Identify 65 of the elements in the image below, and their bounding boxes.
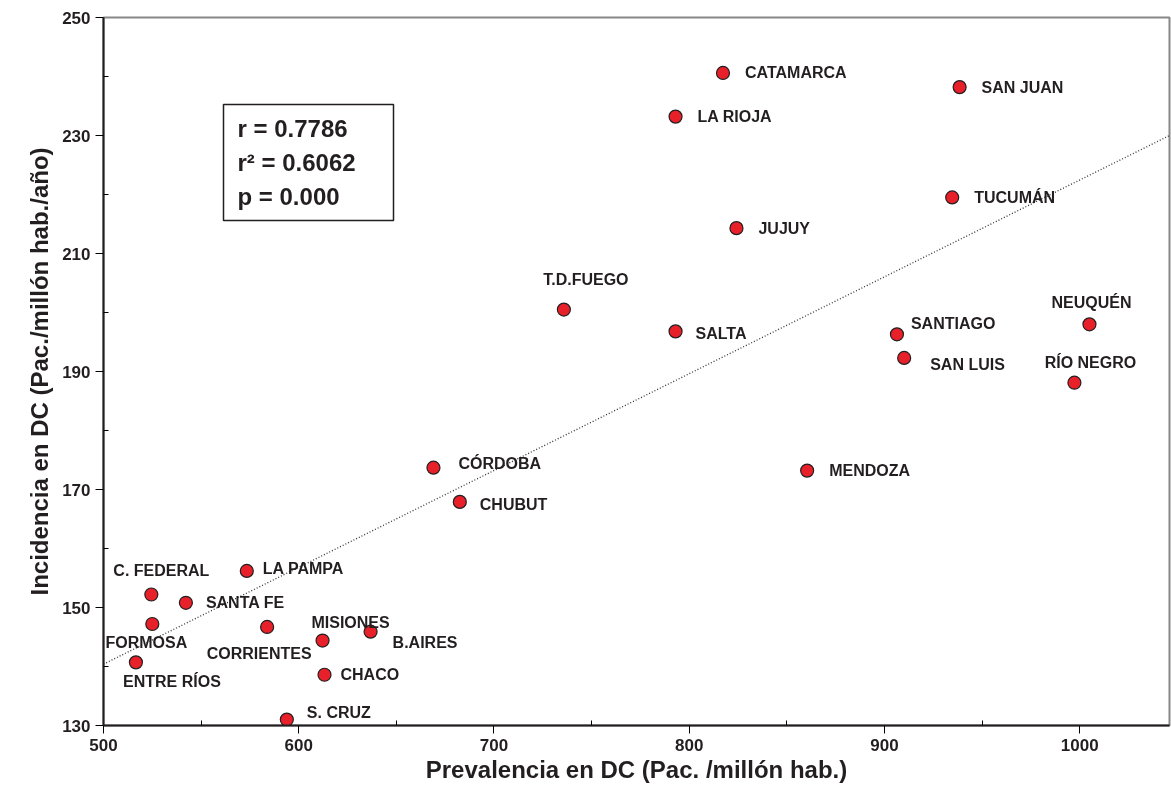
y-axis-title: Incidencia en DC (Pac./millón hab./año) [26, 147, 54, 596]
point [1082, 317, 1097, 332]
annotation: TUCUMÁN [974, 187, 1056, 206]
y-tick-label: 190 [62, 362, 91, 382]
annotation: p = 0.000 [237, 182, 340, 210]
x-tick-label: 900 [870, 735, 899, 755]
annotation: SAN JUAN [981, 78, 1064, 96]
annotation: MENDOZA [829, 462, 911, 480]
y-tick-label: 170 [62, 480, 91, 500]
point [952, 80, 967, 95]
y-tick-label: 210 [62, 244, 91, 264]
point [715, 65, 731, 81]
point [800, 463, 815, 478]
annotation: LA PAMPA [262, 560, 344, 578]
annotation: LA RIOJA [697, 108, 773, 126]
annotation: r = 0.7786 [237, 114, 348, 142]
x-tick-label: 600 [284, 735, 313, 755]
y-tick-label: 250 [62, 8, 91, 28]
point [945, 190, 960, 205]
point [452, 494, 467, 509]
annotation: SANTA FE [205, 594, 285, 612]
y-tick-label: 150 [62, 598, 91, 618]
point [897, 350, 912, 366]
x-tick-label: 700 [479, 735, 509, 755]
x-axis-title: Prevalencia en DC (Pac. /millón hab.) [425, 755, 848, 783]
annotation: T.D.FUEGO [543, 271, 629, 289]
x-tick-label: 800 [675, 735, 704, 755]
annotation: ENTRE RÍOS [123, 671, 222, 690]
point [317, 667, 332, 682]
annotation: C. FEDERAL [113, 562, 210, 580]
annotation: SALTA [695, 324, 747, 342]
annotation: NEUQUÉN [1051, 292, 1132, 311]
x-tick-label: 1000 [1060, 735, 1099, 755]
annotation: FORMOSA [105, 633, 188, 651]
annotation: SAN LUIS [930, 356, 1006, 374]
annotation: MISIONES [311, 614, 390, 632]
annotation: B.AIRES [392, 634, 458, 652]
annotation: CATAMARCA [744, 64, 848, 82]
point [668, 324, 683, 339]
annotation: CORRIENTES [206, 645, 312, 663]
annotation: SANTIAGO [910, 314, 996, 332]
y-tick-label: 130 [62, 716, 91, 736]
point [145, 616, 160, 632]
point [260, 619, 275, 635]
point [889, 327, 905, 342]
point [556, 302, 571, 317]
annotation: r² = 0.6062 [237, 148, 356, 176]
annotation: S. CRUZ [306, 704, 372, 722]
point [668, 109, 683, 124]
point [128, 655, 144, 670]
annotation: RÍO NEGRO [1044, 353, 1137, 372]
point [729, 221, 744, 236]
point [426, 460, 441, 475]
point [1067, 375, 1082, 390]
annotation: CHUBUT [479, 496, 548, 514]
point [144, 587, 159, 602]
y-tick-label: 230 [62, 126, 91, 146]
point [178, 595, 193, 610]
annotation: CHACO [340, 666, 400, 684]
point [315, 633, 330, 648]
annotation: JUJUY [758, 219, 811, 237]
x-tick-label: 500 [89, 735, 118, 755]
annotation: CÓRDOBA [458, 454, 542, 473]
point [279, 712, 294, 726]
point [239, 563, 254, 579]
